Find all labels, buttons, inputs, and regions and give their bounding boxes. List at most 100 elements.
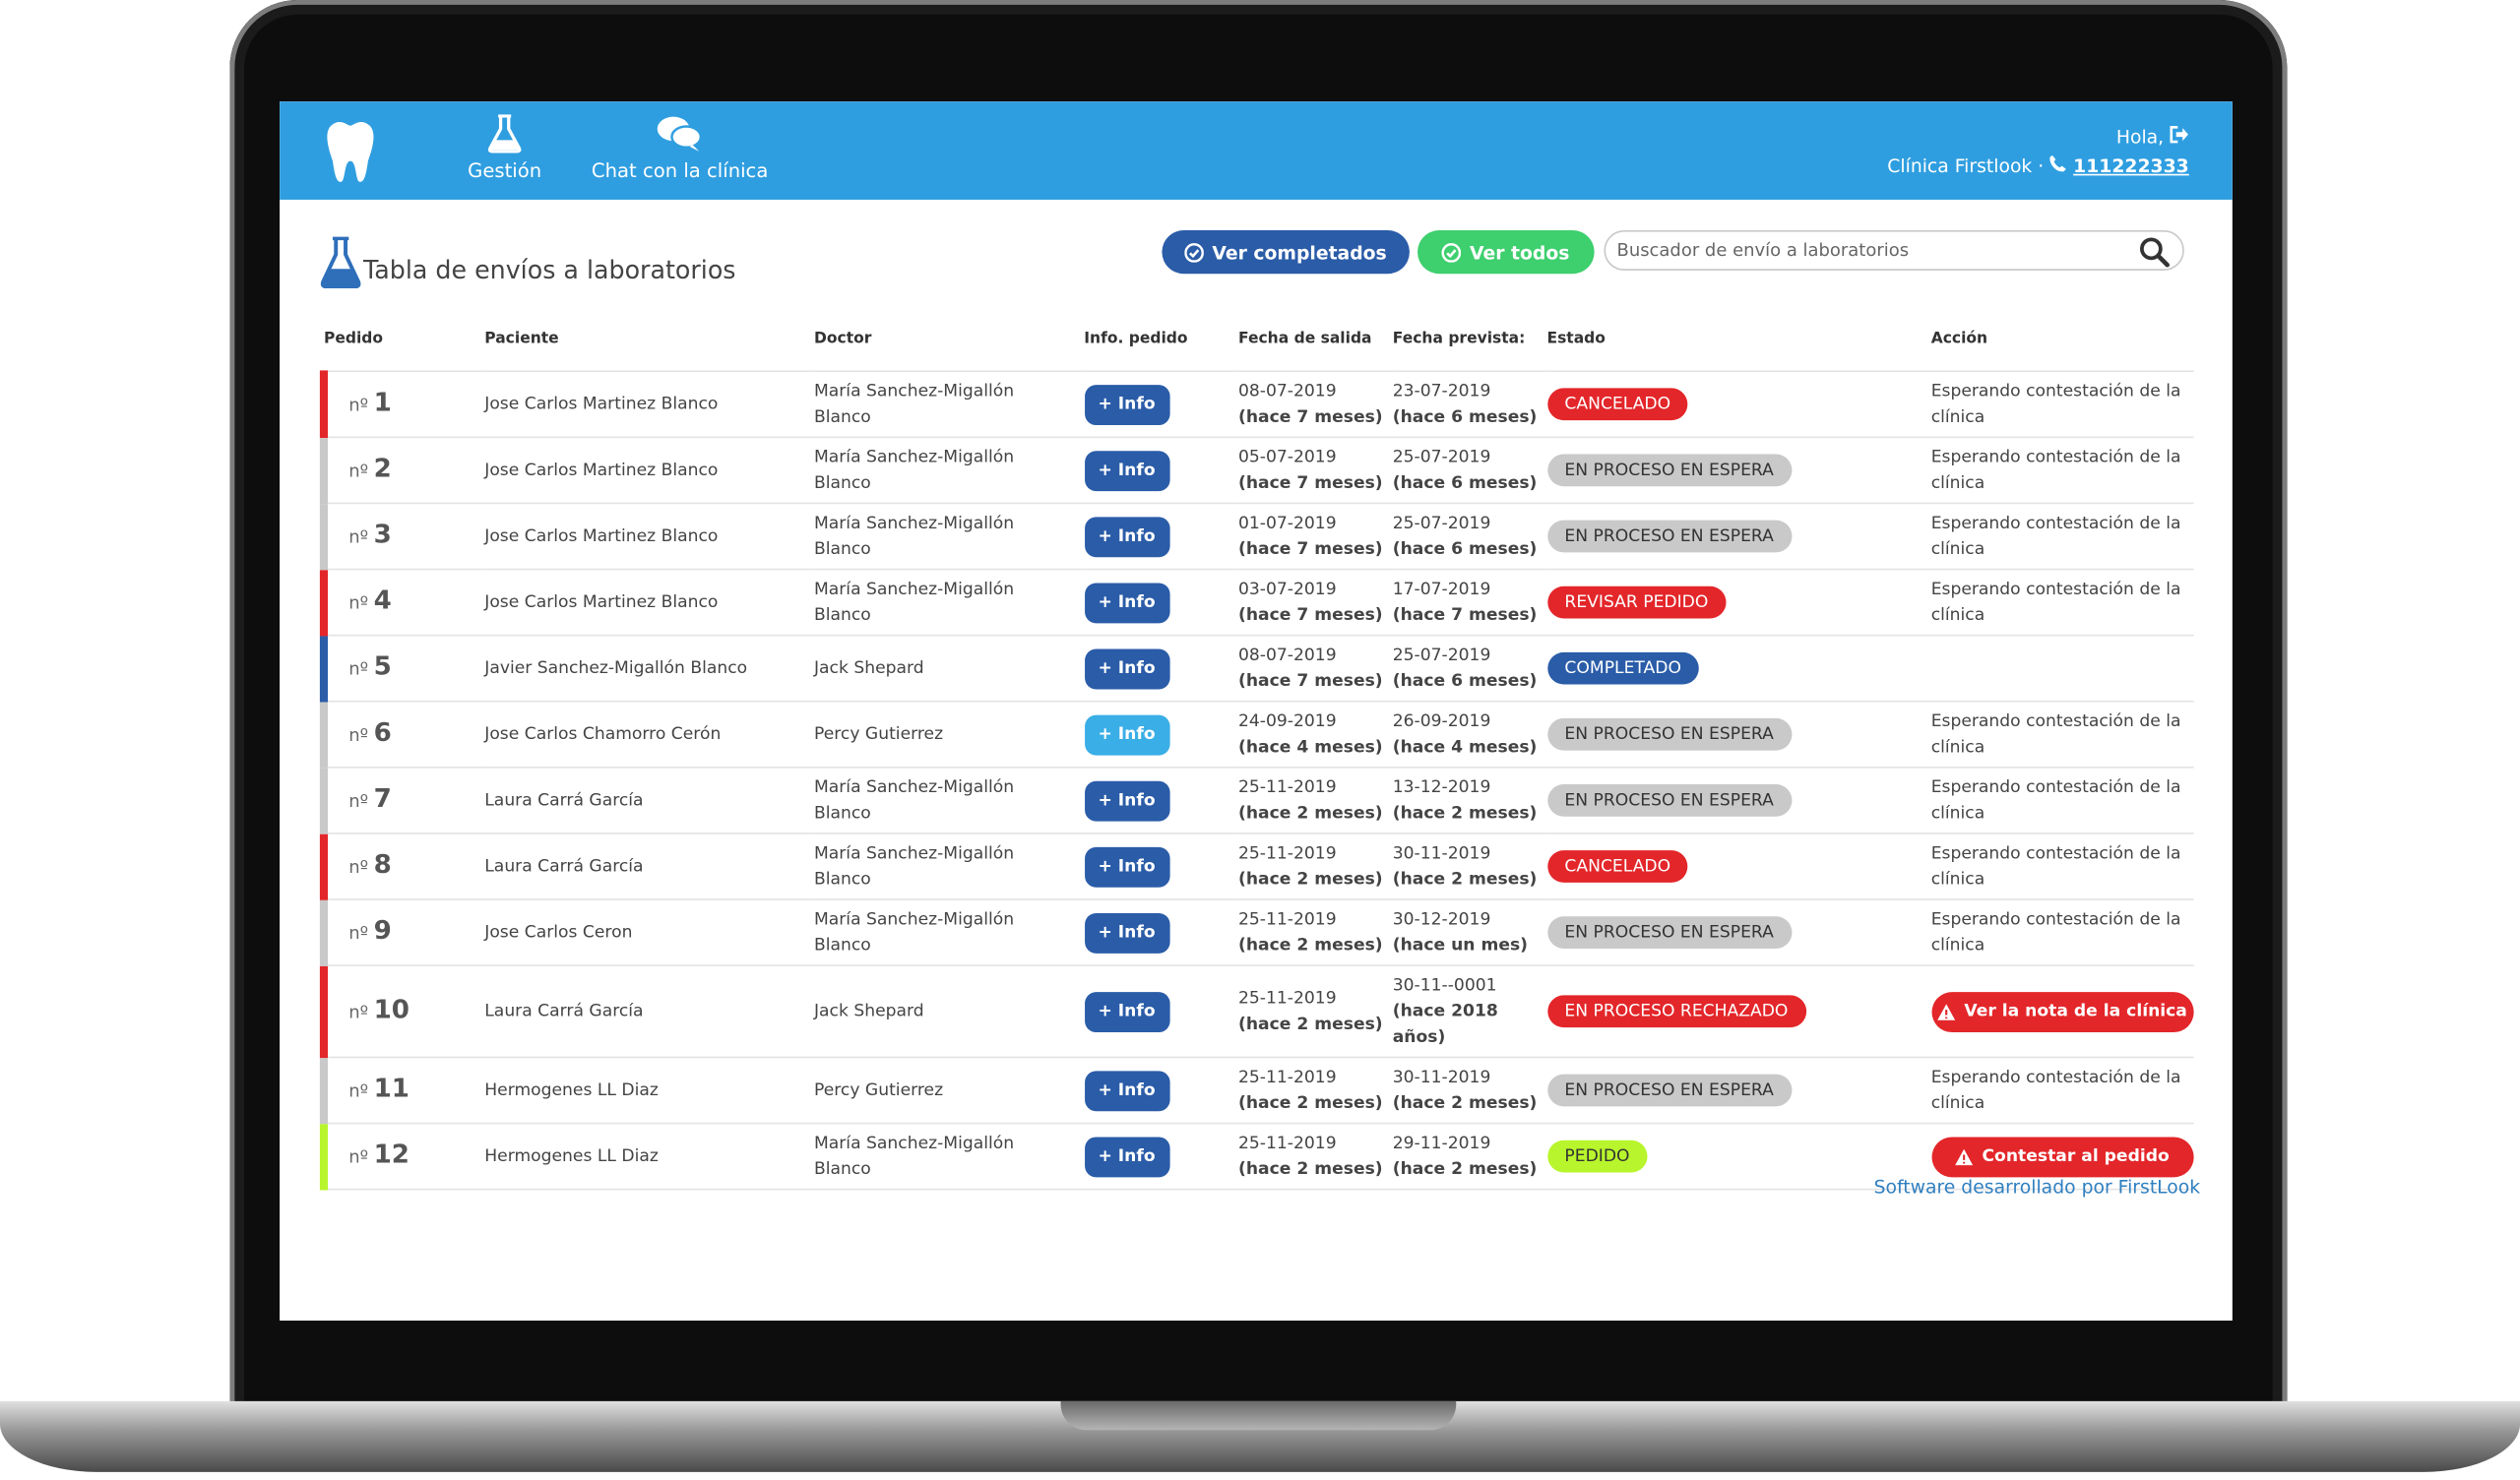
departure-ago: (hace 2 meses) <box>1237 1159 1383 1179</box>
page-title: Tabla de envíos a laboratorios <box>362 256 736 285</box>
order-number: 7 <box>373 782 392 814</box>
nav-gestion[interactable]: Gestión <box>409 114 601 182</box>
departure-cell: 25-11-2019 (hace 2 meses) <box>1237 899 1393 966</box>
phone-link[interactable]: 111222333 <box>2073 154 2189 178</box>
order-prefix: nº <box>348 922 369 945</box>
table-row[interactable]: nº 12 Hermogenes LL Diaz María Sanchez-Mig… <box>319 1123 2193 1191</box>
info-cell: + Info <box>1084 767 1238 834</box>
order-prefix: nº <box>348 1001 369 1023</box>
departure-cell: 25-11-2019 (hace 2 meses) <box>1237 1123 1393 1191</box>
table-row[interactable]: nº 7 Laura Carrá García María Sanchez-Miga… <box>319 767 2193 834</box>
departure-date: 25-11-2019 <box>1237 909 1337 930</box>
departure-cell: 05-07-2019 (hace 7 meses) <box>1237 437 1393 505</box>
expected-ago: (hace 2018 años) <box>1392 1001 1498 1047</box>
action-button[interactable]: Contestar al pedido <box>1930 1136 2193 1177</box>
table-row[interactable]: nº 10 Laura Carrá García Jack Shepard + Inf… <box>319 965 2193 1059</box>
order-number: 4 <box>373 585 392 616</box>
info-button[interactable]: + Info <box>1084 582 1169 623</box>
info-cell: + Info <box>1084 569 1238 637</box>
column-header: Info. pedido <box>1084 305 1238 373</box>
info-button[interactable]: + Info <box>1084 384 1169 425</box>
icon <box>1937 1003 1957 1020</box>
order-prefix: nº <box>348 592 369 614</box>
status-badge: REVISAR PEDIDO <box>1546 586 1727 619</box>
status-cell: EN PROCESO EN ESPERA <box>1546 899 1931 966</box>
info-button[interactable]: + Info <box>1084 846 1169 887</box>
column-header: Doctor <box>813 305 1085 373</box>
order-cell: nº 12 <box>319 1123 485 1191</box>
info-button[interactable]: + Info <box>1084 713 1169 755</box>
table-row[interactable]: nº 4 Jose Carlos Martinez Blanco María San… <box>319 569 2193 637</box>
icon <box>1184 242 1205 262</box>
info-cell: + Info <box>1084 635 1238 703</box>
expected-ago: (hace 2 meses) <box>1392 869 1538 890</box>
footer-credit[interactable]: Software desarrollado por FirstLook <box>1873 1175 2201 1199</box>
action-cell: Esperando contestación de la clínica <box>1930 371 2193 439</box>
nav-label: Gestión <box>468 159 542 182</box>
expected-cell: 26-09-2019 (hace 4 meses) <box>1392 701 1547 769</box>
departure-cell: 25-11-2019 (hace 2 meses) <box>1237 1057 1393 1125</box>
expected-cell: 30-11-2019 (hace 2 meses) <box>1392 1057 1547 1125</box>
action-cell: Esperando contestación de la clínica <box>1930 899 2193 966</box>
status-cell: EN PROCESO EN ESPERA <box>1546 701 1931 769</box>
order-prefix: nº <box>348 856 369 878</box>
table-row[interactable]: nº 3 Jose Carlos Martinez Blanco María San… <box>319 503 2193 571</box>
table-row[interactable]: nº 11 Hermogenes LL Diaz Percy Gutierrez + … <box>319 1057 2193 1125</box>
expected-ago: (hace 6 meses) <box>1392 671 1538 692</box>
action-button[interactable]: Ver la nota de la clínica <box>1930 991 2193 1032</box>
order-number: 6 <box>373 716 392 748</box>
table-row[interactable]: nº 8 Laura Carrá García María Sanchez-Miga… <box>319 832 2193 900</box>
greeting: Hola, <box>2115 125 2165 149</box>
filter-all-button[interactable]: Ver todos <box>1418 230 1595 275</box>
expected-date: 17-07-2019 <box>1392 580 1491 599</box>
info-button[interactable]: + Info <box>1084 1136 1169 1177</box>
table-row[interactable]: nº 1 Jose Carlos Martinez Blanco María San… <box>319 371 2193 439</box>
order-cell: nº 1 <box>319 371 485 439</box>
search-icon[interactable] <box>2139 237 2170 268</box>
logout-icon[interactable] <box>2170 125 2189 144</box>
title-icon <box>320 236 361 288</box>
doctor-cell: María Sanchez-Migallón Blanco <box>813 371 1085 439</box>
logo[interactable] <box>325 119 376 183</box>
table-row[interactable]: nº 9 Jose Carlos Ceron María Sanchez-Migal… <box>319 899 2193 966</box>
order-number: 5 <box>373 650 392 682</box>
info-button[interactable]: + Info <box>1084 779 1169 821</box>
expected-date: 25-07-2019 <box>1392 646 1491 665</box>
search-box[interactable]: Buscador de envío a laboratorios <box>1604 230 2184 271</box>
expected-date: 30-11--0001 <box>1392 975 1497 996</box>
table-row[interactable]: nº 5 Javier Sanchez-Migallón Blanco Jack S… <box>319 635 2193 703</box>
status-badge: EN PROCESO EN ESPERA <box>1546 1074 1792 1107</box>
info-button[interactable]: + Info <box>1084 1070 1169 1111</box>
table-row[interactable]: nº 2 Jose Carlos Martinez Blanco María San… <box>319 437 2193 505</box>
departure-date: 25-11-2019 <box>1237 1068 1337 1087</box>
info-button[interactable]: + Info <box>1084 912 1169 954</box>
patient-cell: Javier Sanchez-Migallón Blanco <box>484 635 814 703</box>
order-cell: nº 6 <box>319 701 485 769</box>
nav-chat[interactable]: Chat con la clínica <box>584 114 777 182</box>
patient-cell: Hermogenes LL Diaz <box>484 1057 814 1125</box>
action-text: Esperando contestación de la clínica <box>1930 777 2181 824</box>
doctor-cell: María Sanchez-Migallón Blanco <box>813 1123 1085 1191</box>
table-row[interactable]: nº 6 Jose Carlos Chamorro Cerón Percy Guti… <box>319 701 2193 769</box>
doctor-cell: María Sanchez-Migallón Blanco <box>813 569 1085 637</box>
departure-ago: (hace 4 meses) <box>1237 737 1383 758</box>
expected-ago: (hace 2 meses) <box>1392 1093 1538 1113</box>
status-cell: CANCELADO <box>1546 832 1931 900</box>
patient-cell: Jose Carlos Ceron <box>484 899 814 966</box>
top-bar: Gestión Chat con la clínica Hola, Clínic… <box>280 101 2233 200</box>
action-cell: Esperando contestación de la clínica <box>1930 437 2193 505</box>
filter-completed-button[interactable]: Ver completados <box>1162 230 1410 275</box>
order-number: 8 <box>373 848 392 880</box>
user-info: Hola, Clínica Firstlook · 111222333 <box>1887 122 2188 180</box>
info-button[interactable]: + Info <box>1084 516 1169 557</box>
expected-cell: 30-12-2019 (hace un mes) <box>1392 899 1547 966</box>
action-cell: Esperando contestación de la clínica <box>1930 569 2193 637</box>
status-badge: EN PROCESO EN ESPERA <box>1546 520 1792 553</box>
info-button[interactable]: + Info <box>1084 450 1169 491</box>
action-text: Esperando contestación de la clínica <box>1930 909 2181 956</box>
doctor-cell: María Sanchez-Migallón Blanco <box>813 832 1085 900</box>
info-button[interactable]: + Info <box>1084 648 1169 689</box>
info-button[interactable]: + Info <box>1084 991 1169 1032</box>
action-text: Esperando contestación de la clínica <box>1930 580 2181 626</box>
expected-ago: (hace 2 meses) <box>1392 1159 1538 1179</box>
